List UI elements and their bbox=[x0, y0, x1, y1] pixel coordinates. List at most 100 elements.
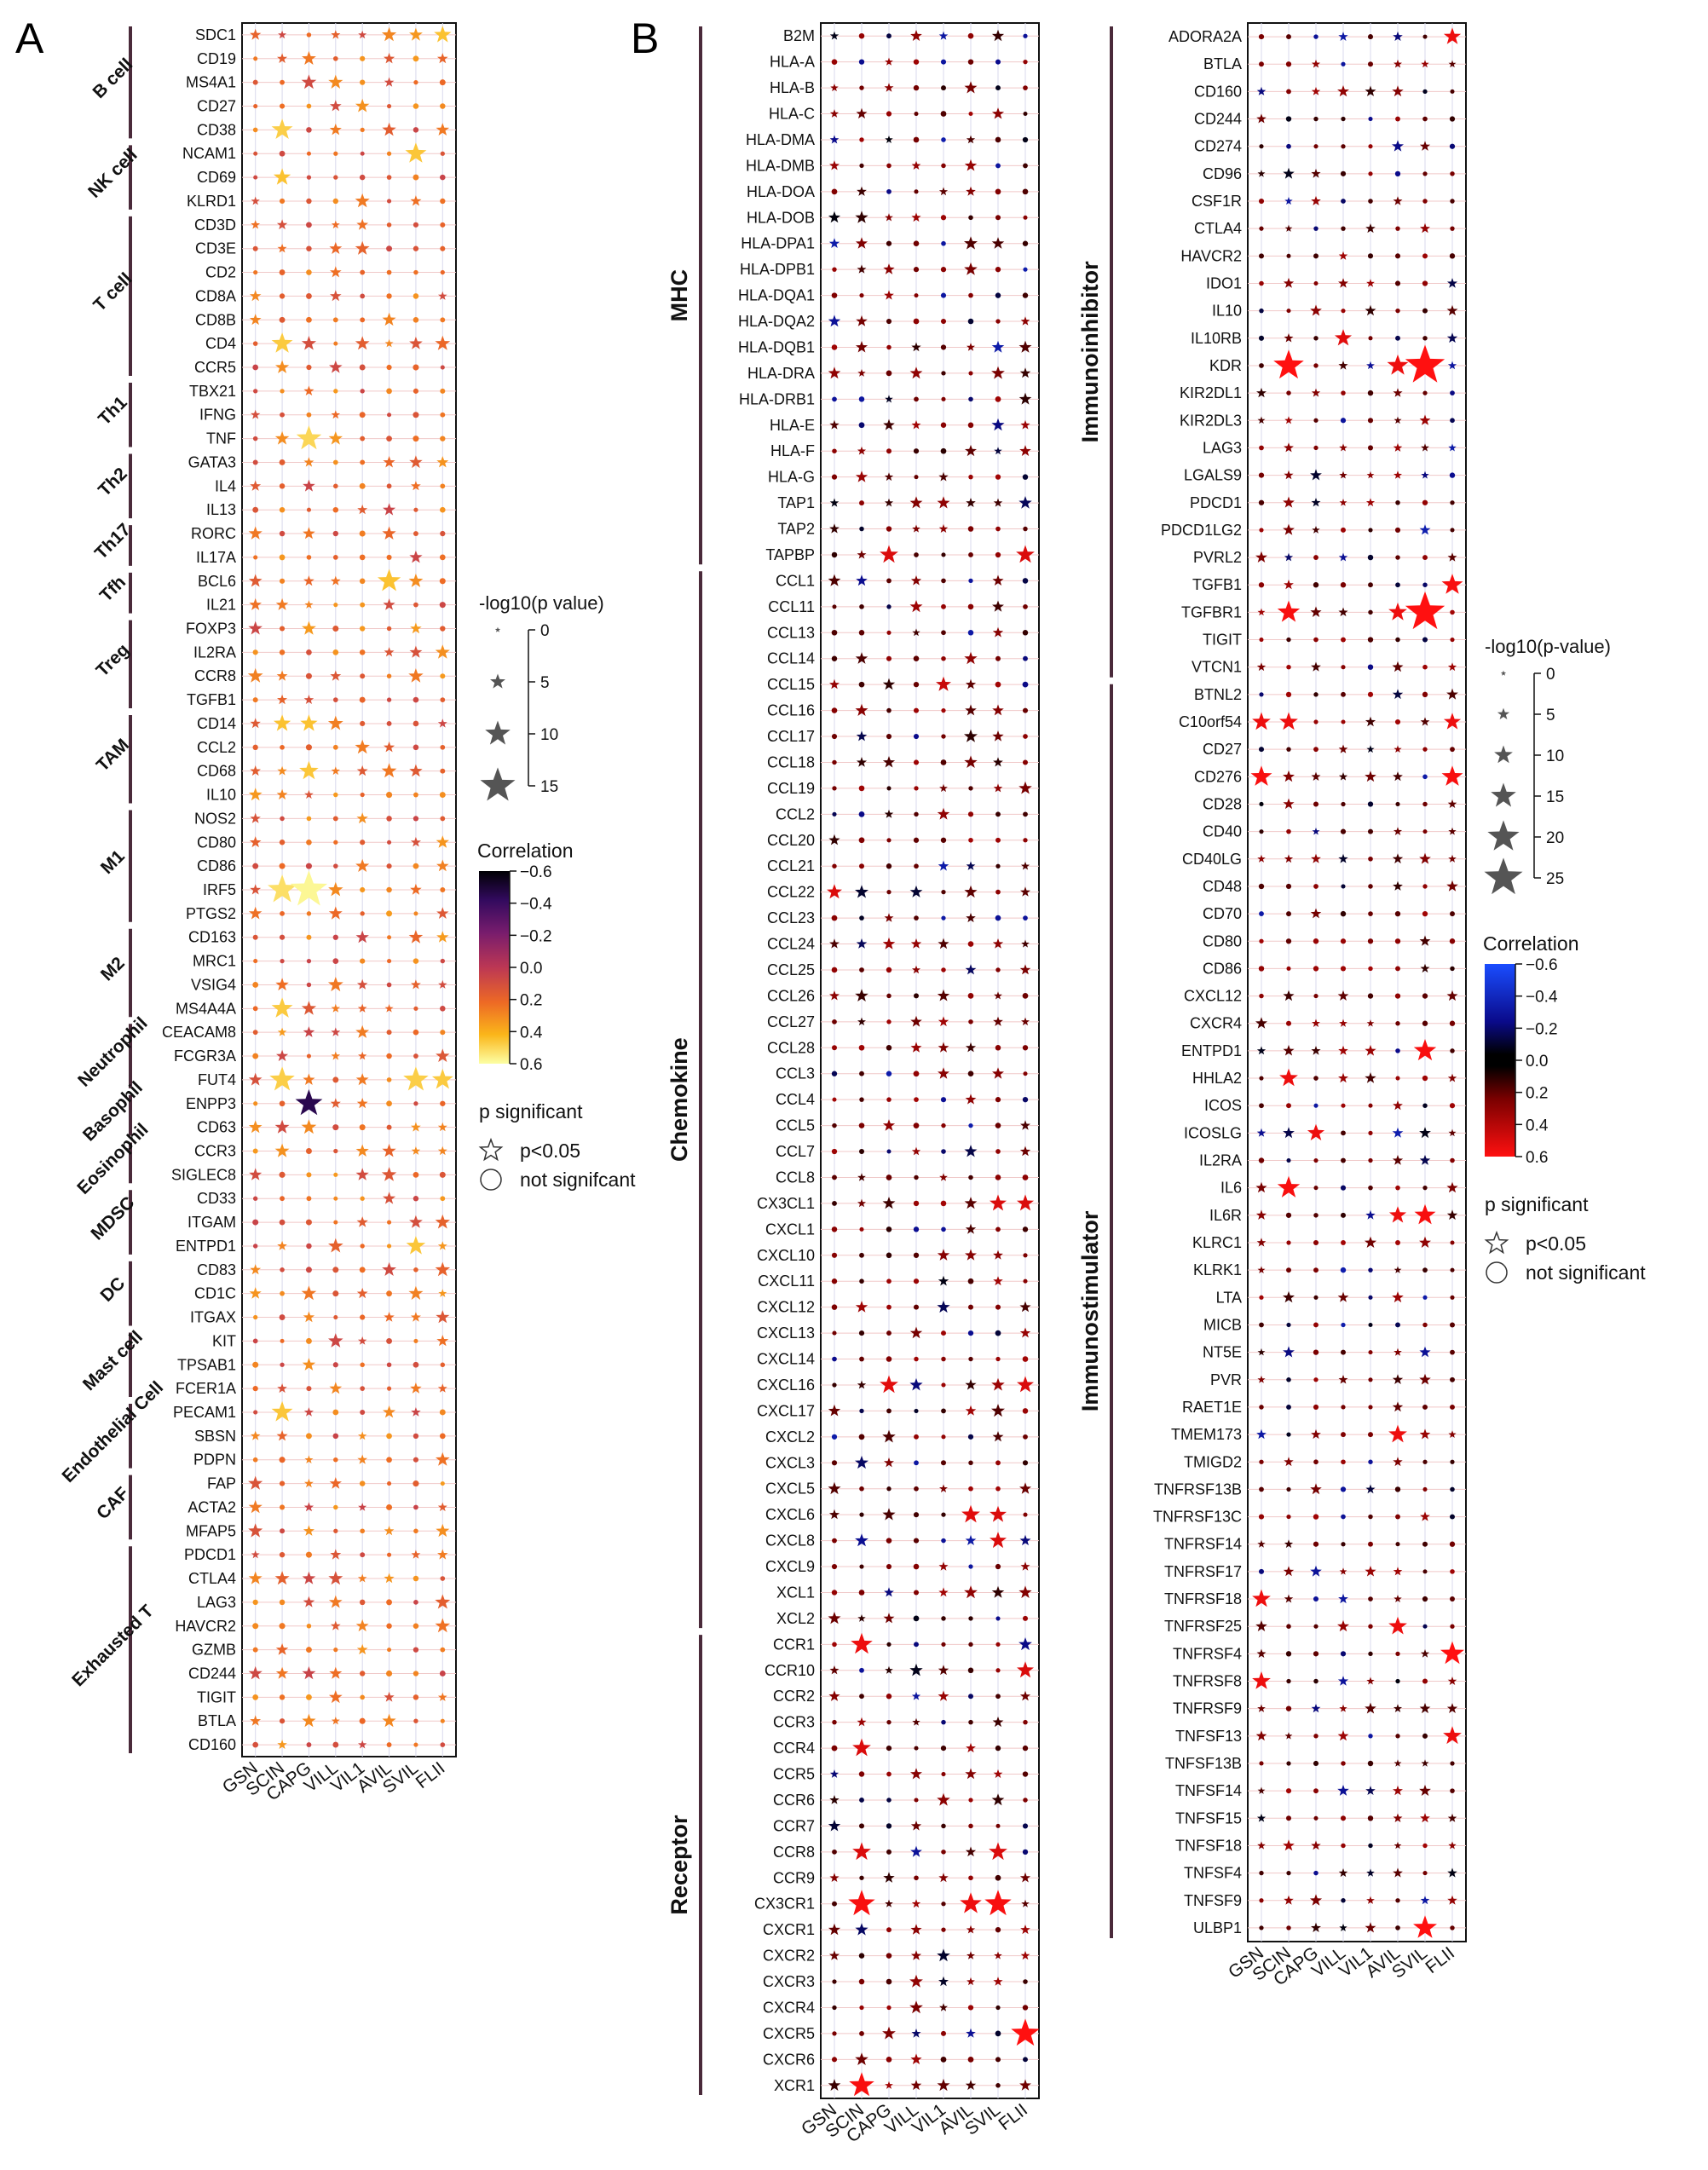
data-point-circle bbox=[1341, 1542, 1346, 1547]
data-point-star bbox=[992, 626, 1004, 638]
data-point-circle bbox=[1340, 170, 1347, 176]
data-point-circle bbox=[1022, 1771, 1029, 1777]
data-point-star bbox=[829, 523, 840, 534]
data-point-star bbox=[1311, 661, 1321, 672]
row-label: CXCL9 bbox=[765, 1558, 815, 1575]
data-point-circle bbox=[1450, 1596, 1455, 1602]
data-point-circle bbox=[859, 526, 864, 532]
row-label: TGFB1 bbox=[1192, 576, 1242, 593]
data-point-circle bbox=[832, 1097, 837, 1102]
data-point-circle bbox=[440, 1576, 446, 1581]
size-legend-star bbox=[490, 673, 505, 689]
row-label: CCL26 bbox=[767, 987, 815, 1004]
data-point-circle bbox=[831, 1745, 838, 1752]
data-point-star bbox=[410, 1382, 422, 1394]
panel-a-legends: -log10(p value)051015Correlation−0.6−0.4… bbox=[477, 592, 636, 1191]
data-point-star bbox=[992, 574, 1004, 586]
data-point-circle bbox=[995, 967, 1001, 972]
data-point-star bbox=[438, 979, 447, 989]
data-point-circle bbox=[1313, 253, 1319, 259]
data-point-star bbox=[965, 678, 977, 690]
row-label: IL10RB bbox=[1191, 330, 1242, 347]
data-point-star bbox=[993, 783, 1003, 793]
data-point-circle bbox=[913, 1590, 920, 1596]
data-point-circle bbox=[914, 293, 919, 298]
data-point-circle bbox=[1258, 335, 1265, 341]
row-label: KLRK1 bbox=[1193, 1261, 1242, 1278]
row-label: CD8B bbox=[195, 311, 236, 328]
data-point-circle bbox=[1395, 1048, 1400, 1053]
data-point-star bbox=[248, 1571, 263, 1584]
data-point-circle bbox=[1368, 1350, 1373, 1355]
size-legend-tick-label: 10 bbox=[540, 726, 558, 744]
data-point-circle bbox=[252, 1196, 258, 1201]
data-point-star bbox=[436, 931, 449, 943]
data-point-circle bbox=[1259, 1405, 1264, 1410]
data-point-circle bbox=[306, 982, 312, 988]
data-point-star bbox=[855, 1301, 868, 1313]
data-point-circle bbox=[1022, 1045, 1029, 1051]
data-point-star bbox=[331, 410, 341, 419]
data-point-star bbox=[909, 1326, 923, 1339]
data-point-star bbox=[984, 1890, 1012, 1916]
data-point-star bbox=[275, 978, 289, 991]
data-point-circle bbox=[1450, 637, 1455, 643]
data-point-circle bbox=[1313, 993, 1319, 999]
data-point-star bbox=[277, 1027, 287, 1036]
data-point-circle bbox=[1450, 199, 1455, 204]
data-point-star bbox=[855, 1455, 868, 1469]
data-point-star bbox=[938, 31, 949, 40]
data-point-star bbox=[383, 1192, 396, 1204]
row-label: CXCR2 bbox=[763, 1948, 815, 1965]
data-point-star bbox=[357, 1573, 367, 1583]
data-point-star bbox=[1446, 880, 1458, 892]
data-point-circle bbox=[1368, 144, 1373, 149]
data-point-circle bbox=[306, 958, 312, 964]
row-label: CD244 bbox=[1194, 111, 1242, 128]
data-point-star bbox=[1019, 1327, 1031, 1338]
data-point-star bbox=[1420, 1649, 1430, 1658]
data-point-circle bbox=[859, 85, 864, 90]
data-point-circle bbox=[886, 1823, 892, 1829]
data-point-star bbox=[274, 1119, 290, 1134]
data-point-circle bbox=[440, 222, 446, 228]
data-point-circle bbox=[1259, 226, 1264, 231]
data-point-star bbox=[358, 1051, 367, 1060]
data-point-star bbox=[1019, 1482, 1031, 1494]
data-point-star bbox=[1419, 1702, 1431, 1714]
data-point-star bbox=[1392, 1401, 1404, 1412]
data-point-circle bbox=[913, 84, 920, 91]
data-point-star bbox=[1017, 1194, 1034, 1211]
data-point-star bbox=[383, 503, 396, 516]
data-point-star bbox=[329, 123, 342, 136]
data-point-star bbox=[937, 989, 950, 1001]
data-point-circle bbox=[858, 32, 865, 39]
data-point-star bbox=[1392, 85, 1404, 97]
data-point-circle bbox=[995, 837, 1001, 843]
data-point-circle bbox=[940, 759, 947, 765]
data-point-star bbox=[301, 1285, 317, 1301]
data-point-circle bbox=[1023, 811, 1028, 817]
row-label: CXCL1 bbox=[765, 1221, 815, 1238]
data-point-circle bbox=[831, 1226, 838, 1232]
data-point-circle bbox=[252, 341, 258, 346]
data-point-circle bbox=[280, 389, 285, 394]
data-point-circle bbox=[886, 1719, 892, 1725]
data-point-star bbox=[302, 620, 316, 635]
row-label: TNFSF9 bbox=[1184, 1892, 1242, 1909]
data-point-star bbox=[882, 1508, 896, 1521]
data-point-star bbox=[880, 545, 898, 563]
data-point-circle bbox=[1422, 280, 1428, 286]
data-point-circle bbox=[1395, 555, 1400, 560]
data-point-star bbox=[829, 990, 840, 1001]
data-point-star bbox=[939, 1484, 948, 1492]
data-point-star bbox=[884, 290, 894, 300]
data-point-circle bbox=[1286, 911, 1291, 917]
data-point-circle bbox=[941, 1408, 946, 1414]
data-point-circle bbox=[1022, 1745, 1029, 1752]
data-point-circle bbox=[413, 1171, 419, 1178]
data-point-circle bbox=[1259, 911, 1264, 917]
row-label: PTGS2 bbox=[186, 905, 236, 922]
data-point-circle bbox=[1313, 555, 1319, 560]
data-point-circle bbox=[913, 682, 920, 688]
